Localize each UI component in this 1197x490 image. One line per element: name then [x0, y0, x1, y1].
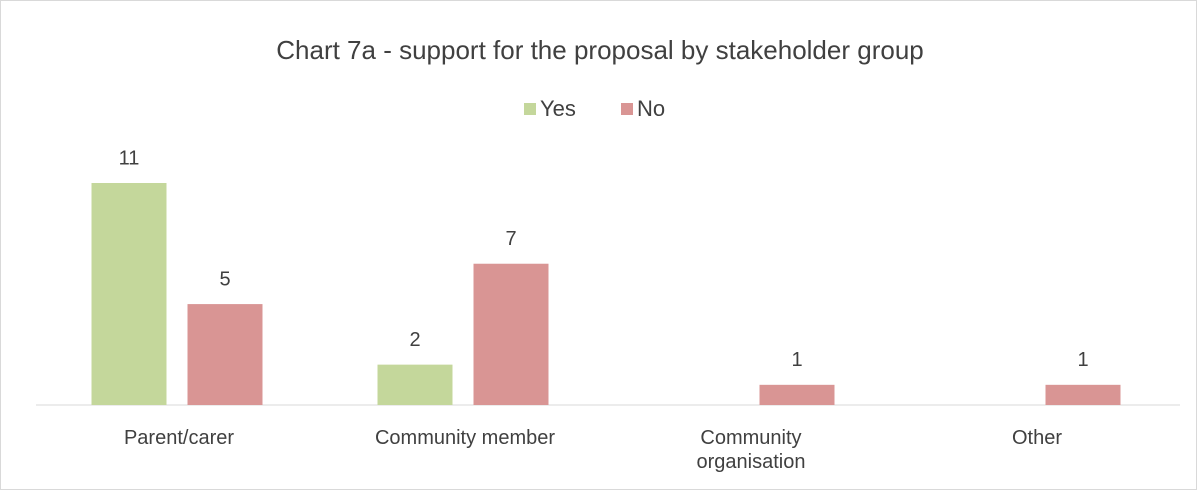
- bar: [473, 263, 549, 405]
- bar: [377, 364, 453, 405]
- bar: [759, 384, 835, 405]
- legend-label: Yes: [540, 96, 576, 121]
- data-label: 1: [1077, 349, 1088, 371]
- legend-label: No: [637, 96, 665, 121]
- bar: [187, 304, 263, 405]
- bar: [91, 183, 167, 405]
- data-label: 7: [505, 228, 516, 250]
- legend-swatch: [524, 103, 536, 115]
- chart-title: Chart 7a - support for the proposal by s…: [276, 35, 924, 65]
- data-label: 5: [219, 268, 230, 290]
- legend-swatch: [621, 103, 633, 115]
- x-tick-label: Parent/carer: [123, 427, 235, 449]
- x-tick-label: Community organisation: [696, 427, 806, 473]
- data-label: 2: [409, 329, 420, 351]
- bar: [1045, 384, 1121, 405]
- data-label: 11: [119, 147, 140, 169]
- x-tick-label: Community member: [374, 427, 556, 449]
- data-label: 1: [791, 349, 802, 371]
- x-tick-label: Other: [1011, 427, 1063, 449]
